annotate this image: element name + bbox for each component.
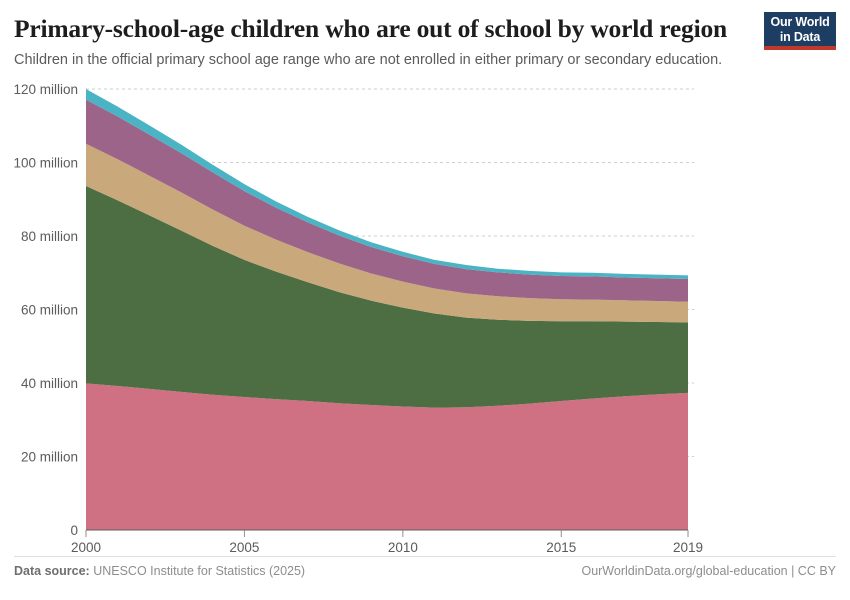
y-axis-tick-label: 120 million [13,82,78,97]
x-axis-tick-label: 2000 [71,540,101,555]
y-axis-tick-label: 20 million [21,450,78,465]
data-source-label: Data source: [14,564,90,578]
data-source-value: UNESCO Institute for Statistics (2025) [89,564,306,578]
axes [85,529,689,537]
logo-line-1: Our World [770,15,830,29]
area-series-group[interactable] [86,89,688,530]
our-world-in-data-logo[interactable]: Our World in Data [764,12,836,50]
attribution-link[interactable]: OurWorldinData.org/global-education | CC… [581,564,836,578]
y-axis-tick-label: 80 million [21,229,78,244]
x-axis-tick-label: 2015 [546,540,576,555]
chart-svg: 0 20 million 40 million 60 million 80 millio… [13,82,703,555]
logo-line-2: in Data [779,30,821,44]
y-axis-tick-label: 100 million [13,156,78,171]
chart-header: Primary-school-age children who are out … [14,8,836,78]
x-axis-tick-label: 2005 [229,540,259,555]
x-axis-tick-labels: 2000 2005 2010 2015 2019 [71,540,703,555]
stacked-area-chart[interactable]: 0 20 million 40 million 60 million 80 millio… [0,78,850,560]
area-series[interactable] [86,383,688,530]
x-axis-tick-label: 2019 [673,540,703,555]
x-axis-tick-label: 2010 [388,540,418,555]
area-series[interactable] [86,99,688,302]
y-axis-tick-label: 0 [70,523,78,538]
data-source: Data source: UNESCO Institute for Statis… [14,564,305,578]
y-axis-tick-label: 60 million [21,303,78,318]
chart-subtitle: Children in the official primary school … [14,52,723,68]
chart-footer: Data source: UNESCO Institute for Statis… [14,556,836,584]
y-axis-tick-labels: 0 20 million 40 million 60 million 80 millio… [13,82,78,538]
y-axis-tick-label: 40 million [21,376,78,391]
area-series[interactable] [86,143,688,323]
area-series[interactable] [86,186,688,408]
page-title: Primary-school-age children who are out … [14,14,728,43]
